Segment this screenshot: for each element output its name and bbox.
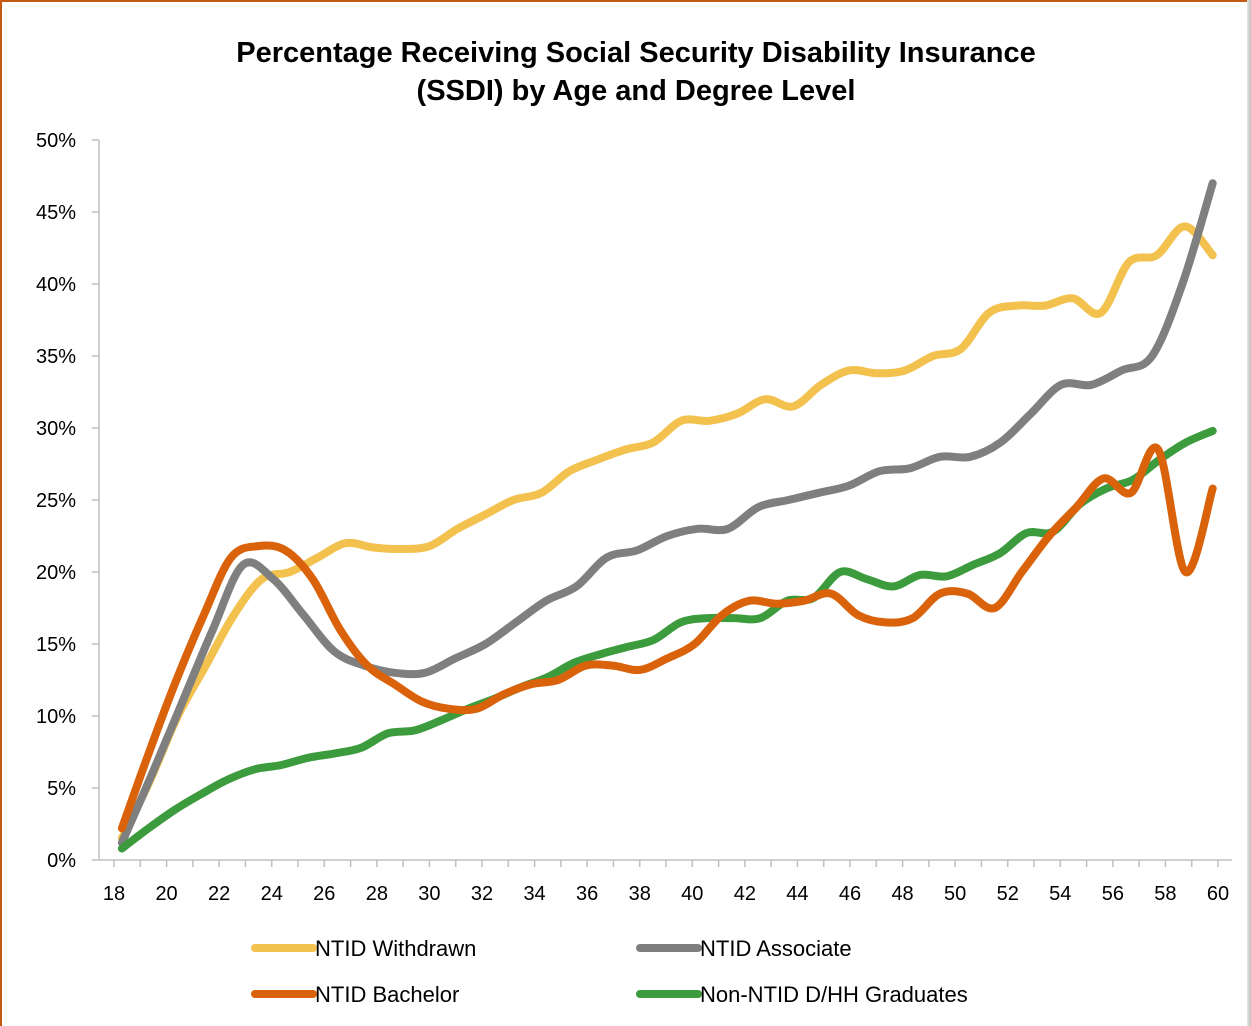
- x-tick-label: 52: [997, 883, 1019, 905]
- x-axis-ticks: 18 20 22 24 26 28 30 32 34 36 38 40 42 44 46 48 50 52 54 56…: [103, 860, 1229, 905]
- y-tick-label: 30%: [36, 418, 76, 440]
- x-tick-label: 18: [103, 883, 125, 905]
- y-tick-label: 20%: [36, 562, 76, 584]
- y-tick-label: 25%: [36, 490, 76, 512]
- series-line-ntid-bachelor: [117, 443, 1217, 833]
- legend-item: Non-NTID D/HH Graduates: [636, 982, 968, 1007]
- x-tick-label: 32: [471, 883, 493, 905]
- y-tick-label: 45%: [36, 202, 76, 224]
- y-tick-label: 15%: [36, 634, 76, 656]
- y-tick-label: 40%: [36, 274, 76, 296]
- frame-shadow: [1247, 0, 1251, 1026]
- x-tick-label: 20: [155, 883, 177, 905]
- x-tick-label: 22: [208, 883, 230, 905]
- chart-title: Percentage Receiving Social Security Dis…: [236, 37, 1035, 107]
- legend-label: Non-NTID D/HH Graduates: [700, 982, 968, 1007]
- x-tick-label: 26: [313, 883, 335, 905]
- x-tick-label: 60: [1207, 883, 1229, 905]
- y-tick-label: 5%: [47, 778, 76, 800]
- chart-title-line-1: Percentage Receiving Social Security Dis…: [236, 37, 1035, 69]
- series-line-non-ntid-d-hh-graduates: [117, 426, 1217, 853]
- y-tick-label: 0%: [47, 850, 76, 872]
- x-tick-label: 38: [629, 883, 651, 905]
- legend-label: NTID Associate: [700, 936, 852, 961]
- series-line-ntid-withdrawn: [117, 222, 1217, 843]
- x-tick-label: 42: [734, 883, 756, 905]
- y-tick-label: 10%: [36, 706, 76, 728]
- x-tick-label: 36: [576, 883, 598, 905]
- y-tick-label: 50%: [36, 130, 76, 152]
- x-tick-label: 48: [891, 883, 913, 905]
- series-line-ntid-associate: [117, 179, 1217, 847]
- x-tick-label: 34: [523, 883, 545, 905]
- x-tick-label: 28: [366, 883, 388, 905]
- legend-item: NTID Withdrawn: [251, 936, 476, 961]
- series-lines: [117, 179, 1217, 853]
- legend-item: NTID Bachelor: [251, 982, 459, 1007]
- x-tick-label: 40: [681, 883, 703, 905]
- x-tick-label: 46: [839, 883, 861, 905]
- x-tick-label: 44: [786, 883, 808, 905]
- legend-label: NTID Bachelor: [315, 982, 459, 1007]
- x-tick-label: 58: [1154, 883, 1176, 905]
- axes: [98, 140, 1232, 861]
- x-tick-label: 30: [418, 883, 440, 905]
- legend: NTID Withdrawn NTID Associate NTID Bachelo…: [251, 936, 968, 1007]
- x-tick-label: 56: [1102, 883, 1124, 905]
- chart-title-line-2: (SSDI) by Age and Degree Level: [417, 75, 856, 107]
- y-axis-ticks: 0% 5% 10% 15% 20% 25% 30% 35% 40% 45% 50%: [36, 130, 99, 872]
- x-tick-label: 54: [1049, 883, 1071, 905]
- y-tick-label: 35%: [36, 346, 76, 368]
- legend-label: NTID Withdrawn: [315, 936, 476, 961]
- x-tick-label: 50: [944, 883, 966, 905]
- x-tick-label: 24: [261, 883, 283, 905]
- legend-item: NTID Associate: [636, 936, 852, 961]
